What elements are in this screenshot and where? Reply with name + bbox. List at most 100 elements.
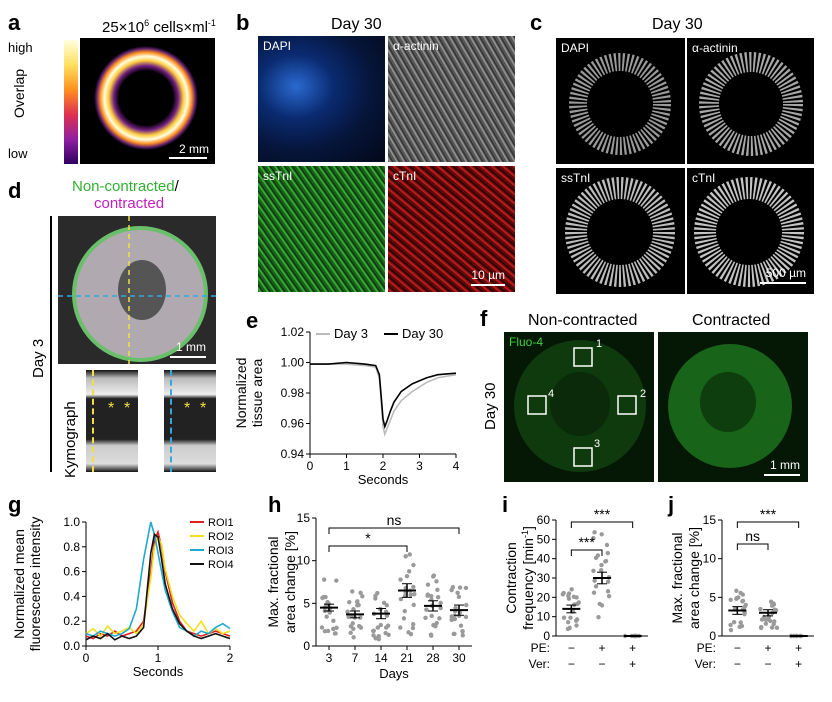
data-point — [606, 594, 612, 599]
condition-pe-value: + — [795, 641, 802, 655]
y-tick-label: 5 — [709, 590, 716, 604]
panel-d-tissue-image: 1 mm — [58, 216, 216, 364]
condition-pe-value: + — [598, 641, 605, 655]
condition-pe-value: − — [568, 641, 575, 655]
y-axis-label: Max. fractional — [669, 532, 685, 623]
panel-a-scale-bar — [169, 157, 207, 159]
data-point — [774, 608, 779, 613]
chart-j: 0 5 10 15 − − + − + + PE: Ver: Max. fractional area c… — [669, 508, 814, 671]
overlap-ring — [94, 46, 198, 150]
data-point — [561, 590, 566, 596]
panel-c-actinin-tile: α-actinin — [687, 38, 814, 164]
y-tick-label: 0.0 — [63, 639, 80, 653]
data-point — [410, 625, 416, 631]
y-axis-label: Normalized — [233, 358, 249, 429]
y-tick-label: 1.00 — [281, 356, 305, 370]
data-point — [742, 604, 747, 610]
significance-bracket — [570, 549, 603, 556]
data-point — [435, 587, 440, 593]
colorbar-low-label: low — [8, 146, 28, 161]
significance-bracket — [736, 521, 800, 528]
data-point — [574, 623, 579, 628]
colorbar-high-label: high — [8, 40, 33, 55]
data-point — [331, 618, 336, 624]
data-point — [463, 614, 469, 620]
y-axis-label: Contraction — [503, 542, 519, 614]
panel-c-tile-label: ssTnI — [561, 171, 591, 185]
data-point — [567, 625, 572, 631]
data-point — [728, 627, 734, 633]
y-tick-label: 0 — [303, 639, 310, 653]
x-tick-label: 1 — [155, 651, 162, 665]
data-point — [398, 577, 403, 582]
y-tick-label: 0.6 — [63, 565, 80, 579]
condition-ver-value: − — [598, 657, 605, 671]
panel-c-tile-label: cTnI — [692, 171, 716, 185]
data-point — [375, 625, 381, 630]
data-point — [455, 590, 460, 596]
data-point — [738, 620, 743, 625]
y-tick-label: 5 — [303, 596, 310, 610]
data-point — [728, 622, 733, 628]
data-point — [738, 590, 743, 596]
data-point — [345, 609, 350, 614]
legend-entry: ROI3 — [208, 545, 234, 557]
panel-c-dapi-tile: DAPI — [556, 38, 685, 164]
data-point — [759, 624, 764, 630]
panel-d-scale-label: 1 mm — [176, 340, 206, 354]
data-point — [334, 578, 339, 583]
panel-b-dapi-tile: DAPI — [258, 36, 385, 162]
condition-ver-label: Ver: — [695, 657, 716, 671]
roi-label: 2 — [640, 388, 647, 400]
data-point — [431, 574, 436, 579]
condition-ver-value: − — [764, 657, 771, 671]
condition-ver-value: − — [568, 657, 575, 671]
panel-d-title-contracted: contracted — [94, 195, 165, 212]
roi-box-2 — [617, 395, 637, 415]
data-point — [383, 625, 389, 630]
tissue-lumen — [700, 372, 756, 432]
panel-f-contracted-image: 1 mm — [658, 332, 808, 482]
chart-i: 0 10 20 30 40 50 60 − − + − + + PE: Ver: Contraction fre… — [503, 508, 648, 671]
data-point — [766, 617, 771, 622]
panel-f-title-right: Contracted — [692, 312, 771, 329]
panel-label-h: h — [268, 492, 282, 517]
data-point — [434, 620, 439, 626]
data-point — [593, 555, 599, 561]
data-point — [736, 595, 741, 600]
significance-bracket — [328, 545, 408, 552]
data-point — [334, 625, 339, 631]
legend-entry: Day 3 — [334, 326, 368, 341]
y-tick-label: 50 — [537, 532, 551, 546]
data-point — [376, 633, 381, 639]
data-point — [360, 594, 365, 599]
y-tick-label: 0.2 — [63, 614, 80, 628]
data-point — [605, 550, 611, 556]
panel-b-ctni-tile: cTnI 10 µm — [388, 166, 515, 292]
data-point — [599, 532, 604, 537]
panel-b-actinin-tile: α-actinin — [388, 36, 515, 162]
y-tick-label: 15 — [297, 511, 311, 525]
asterisk: * — [200, 400, 207, 417]
panel-a-scale-label: 2 mm — [179, 142, 209, 156]
panel-f-title-left: Non-contracted — [528, 312, 638, 329]
chart-h: 0 5 10 15 3 7 14 21 28 30 Days Max. fractional area … — [265, 511, 472, 681]
data-point — [597, 601, 602, 607]
x-axis-label: Days — [379, 666, 409, 681]
data-point — [398, 596, 404, 602]
data-point — [356, 602, 361, 608]
data-point — [404, 573, 410, 579]
significance-bracket — [570, 521, 634, 528]
data-point — [434, 579, 439, 584]
data-point — [734, 588, 739, 593]
data-point — [463, 585, 469, 591]
data-point — [358, 615, 363, 620]
data-point — [565, 619, 571, 625]
data-point — [351, 635, 356, 640]
x-tick-label: 3 — [416, 459, 423, 473]
data-point — [591, 568, 596, 573]
data-point — [758, 606, 763, 612]
data-point — [401, 616, 407, 621]
x-tick-label: 28 — [426, 651, 440, 665]
asterisk: * — [184, 400, 191, 417]
